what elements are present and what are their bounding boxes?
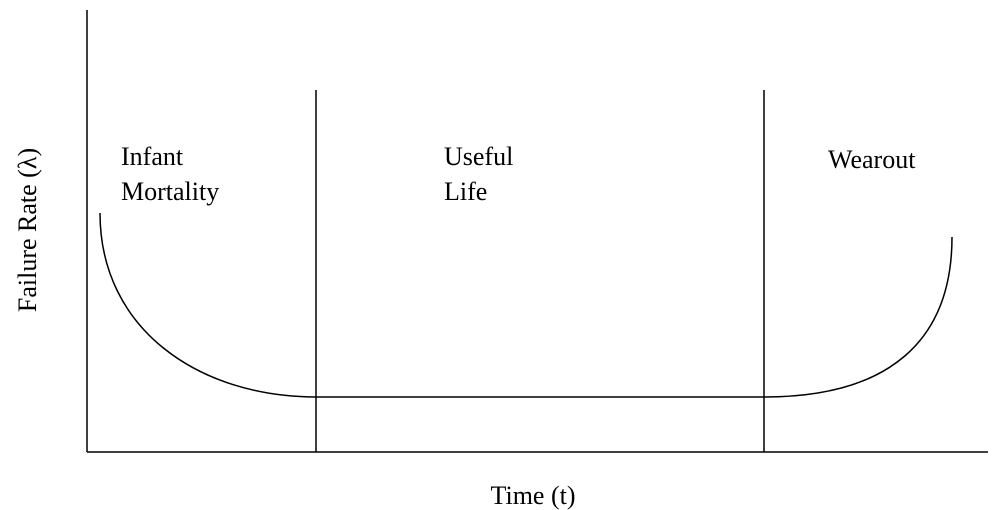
region-label: Wearout bbox=[828, 145, 916, 174]
y-axis-label: Failure Rate (λ) bbox=[13, 148, 42, 312]
bathtub-curve bbox=[99, 212, 953, 398]
region-label: Life bbox=[444, 177, 487, 206]
region-label: Useful bbox=[444, 142, 513, 171]
region-label: Infant bbox=[121, 142, 184, 171]
region-label: Mortality bbox=[121, 177, 219, 206]
x-axis-label: Time (t) bbox=[491, 481, 576, 510]
